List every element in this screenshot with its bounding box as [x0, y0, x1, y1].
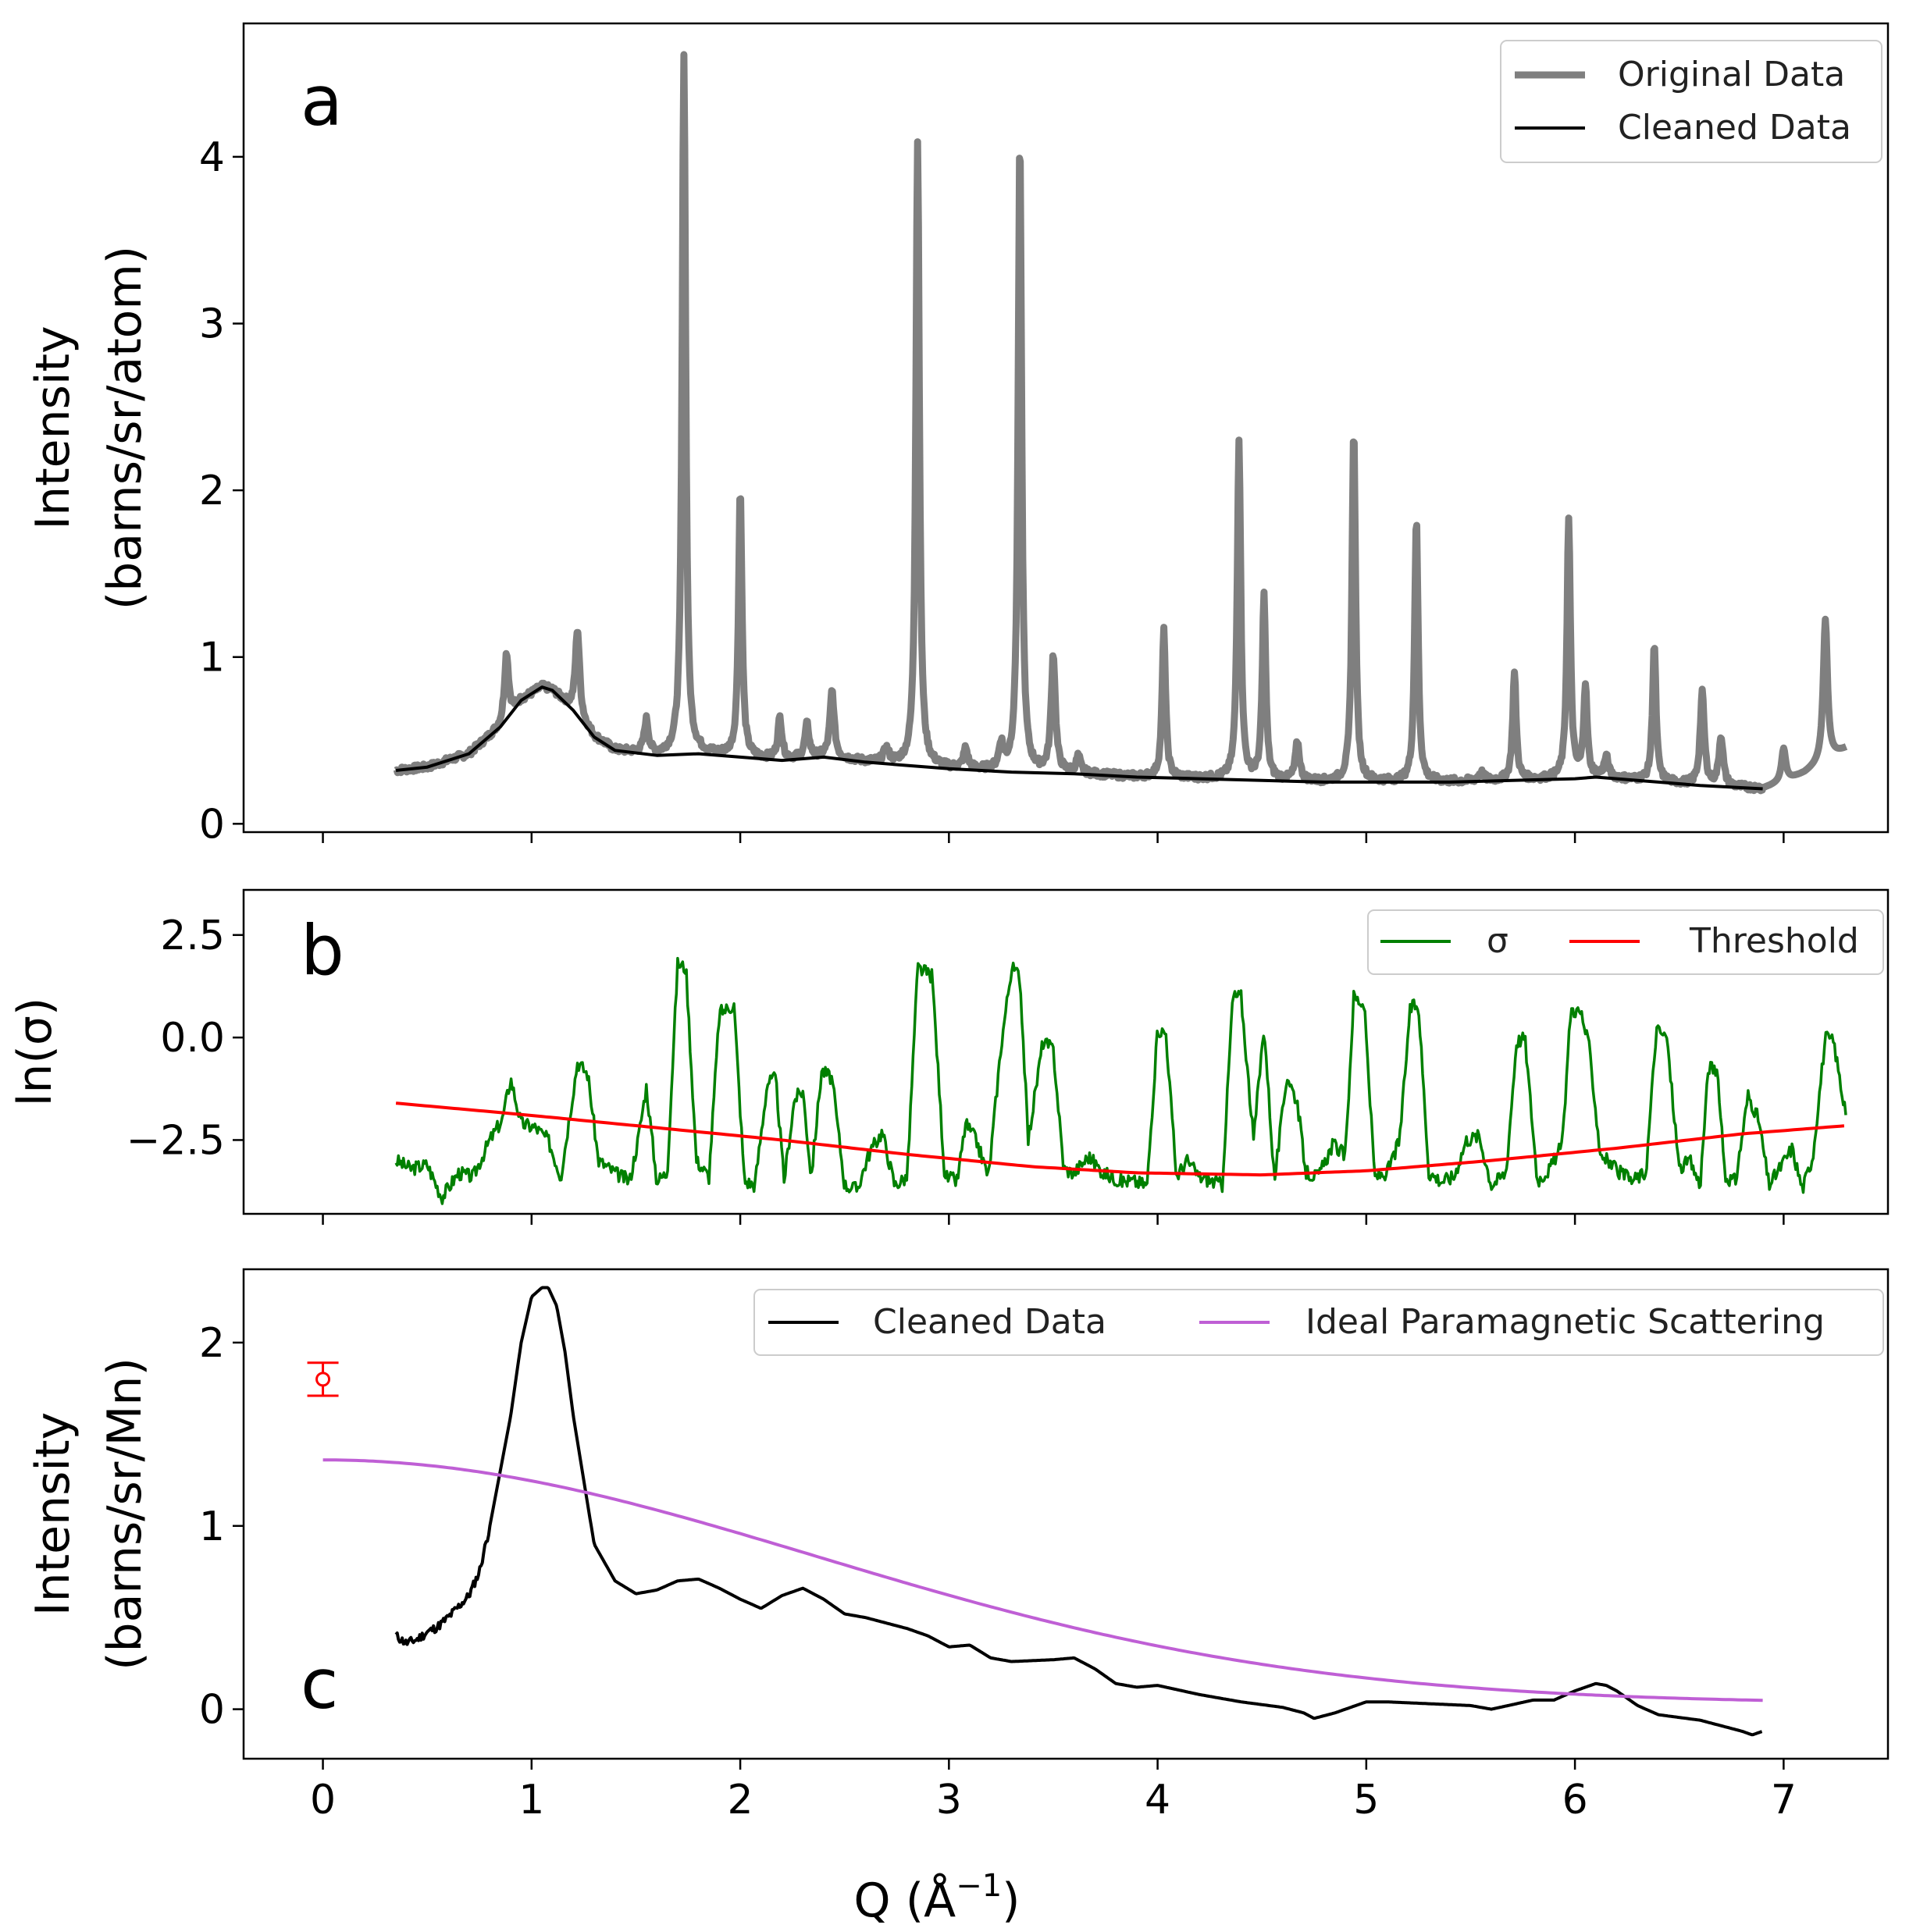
y-tick-label: 2	[199, 1320, 225, 1367]
x-tick-label: 7	[1771, 1777, 1797, 1823]
legend-box	[1500, 40, 1882, 163]
legend-label-threshold: Threshold	[1689, 921, 1859, 961]
x-tick-label: 6	[1562, 1777, 1588, 1823]
y-axis-label-line2: (barns/sr/atom)	[98, 246, 152, 610]
plot-frame	[242, 1268, 1890, 1760]
x-axis-label-main: Q (Å	[853, 1873, 956, 1928]
x-tick-label: 0	[310, 1777, 336, 1823]
y-tick-label: 0.0	[160, 1015, 225, 1062]
x-tick-label: 2	[728, 1777, 753, 1823]
x-axis-label-exponent: −1	[956, 1868, 1002, 1904]
series-cleaned-data	[395, 685, 1763, 791]
series-cleaned-data	[394, 1286, 1763, 1737]
y-axis-label-line2: (barns/sr/Mn)	[98, 1357, 152, 1670]
y-axis-label-line1: Intensity	[26, 326, 80, 529]
y-tick-label: 2	[199, 468, 225, 514]
panel-letter: c	[301, 1644, 338, 1724]
legend-label-cleaned: Cleaned Data	[1618, 108, 1851, 148]
plot-frame	[242, 22, 1890, 834]
legend-box	[753, 1289, 1884, 1356]
x-tick-label: 4	[1145, 1777, 1170, 1823]
y-tick-label: 4	[199, 134, 225, 181]
y-tick-label: 0	[199, 1687, 225, 1734]
y-tick-label: −2.5	[126, 1117, 225, 1164]
panel-c: 0 1 2 3 4 5 6 7 0 1 2 Intensity (barns/sr/Mn) c Cleane…	[26, 1268, 1890, 1823]
y-tick-label: 0	[199, 801, 225, 848]
x-tick-label: 5	[1353, 1777, 1379, 1823]
x-tick-label: 3	[936, 1777, 962, 1823]
legend-label-sigma: σ	[1487, 921, 1508, 961]
y-axis-label-line1: Intensity	[26, 1412, 80, 1616]
y-tick-label: 1	[199, 1503, 225, 1550]
x-axis-label: Q (Å−1)	[853, 1868, 1020, 1928]
x-tick-label: 1	[518, 1777, 544, 1823]
panel-a: 0 1 2 3 4 Intensity (barns/sr/atom) a Original D…	[26, 22, 1890, 848]
series-threshold	[395, 1101, 1845, 1177]
x-axis-label-close: )	[1002, 1873, 1020, 1928]
legend-label-ideal: Ideal Paramagnetic Scattering	[1305, 1302, 1825, 1342]
legend-label-cleaned: Cleaned Data	[873, 1302, 1106, 1342]
y-axis-label: ln(σ)	[8, 998, 62, 1107]
panel-letter: b	[301, 910, 344, 991]
y-tick-label: 1	[199, 635, 225, 681]
legend-label-original: Original Data	[1618, 55, 1845, 94]
panel-letter: a	[301, 61, 343, 141]
series-sigma	[394, 956, 1847, 1205]
y-tick-label: 3	[199, 301, 225, 347]
series-original-data	[393, 51, 1849, 795]
panel-b: 2.5 0.0 −2.5 ln(σ) b σ Threshold	[8, 888, 1890, 1225]
errorbar-point	[315, 1372, 331, 1387]
y-tick-label: 2.5	[160, 913, 225, 959]
plot-frame	[242, 888, 1890, 1215]
series-ideal-paramagnetic	[322, 1458, 1763, 1703]
